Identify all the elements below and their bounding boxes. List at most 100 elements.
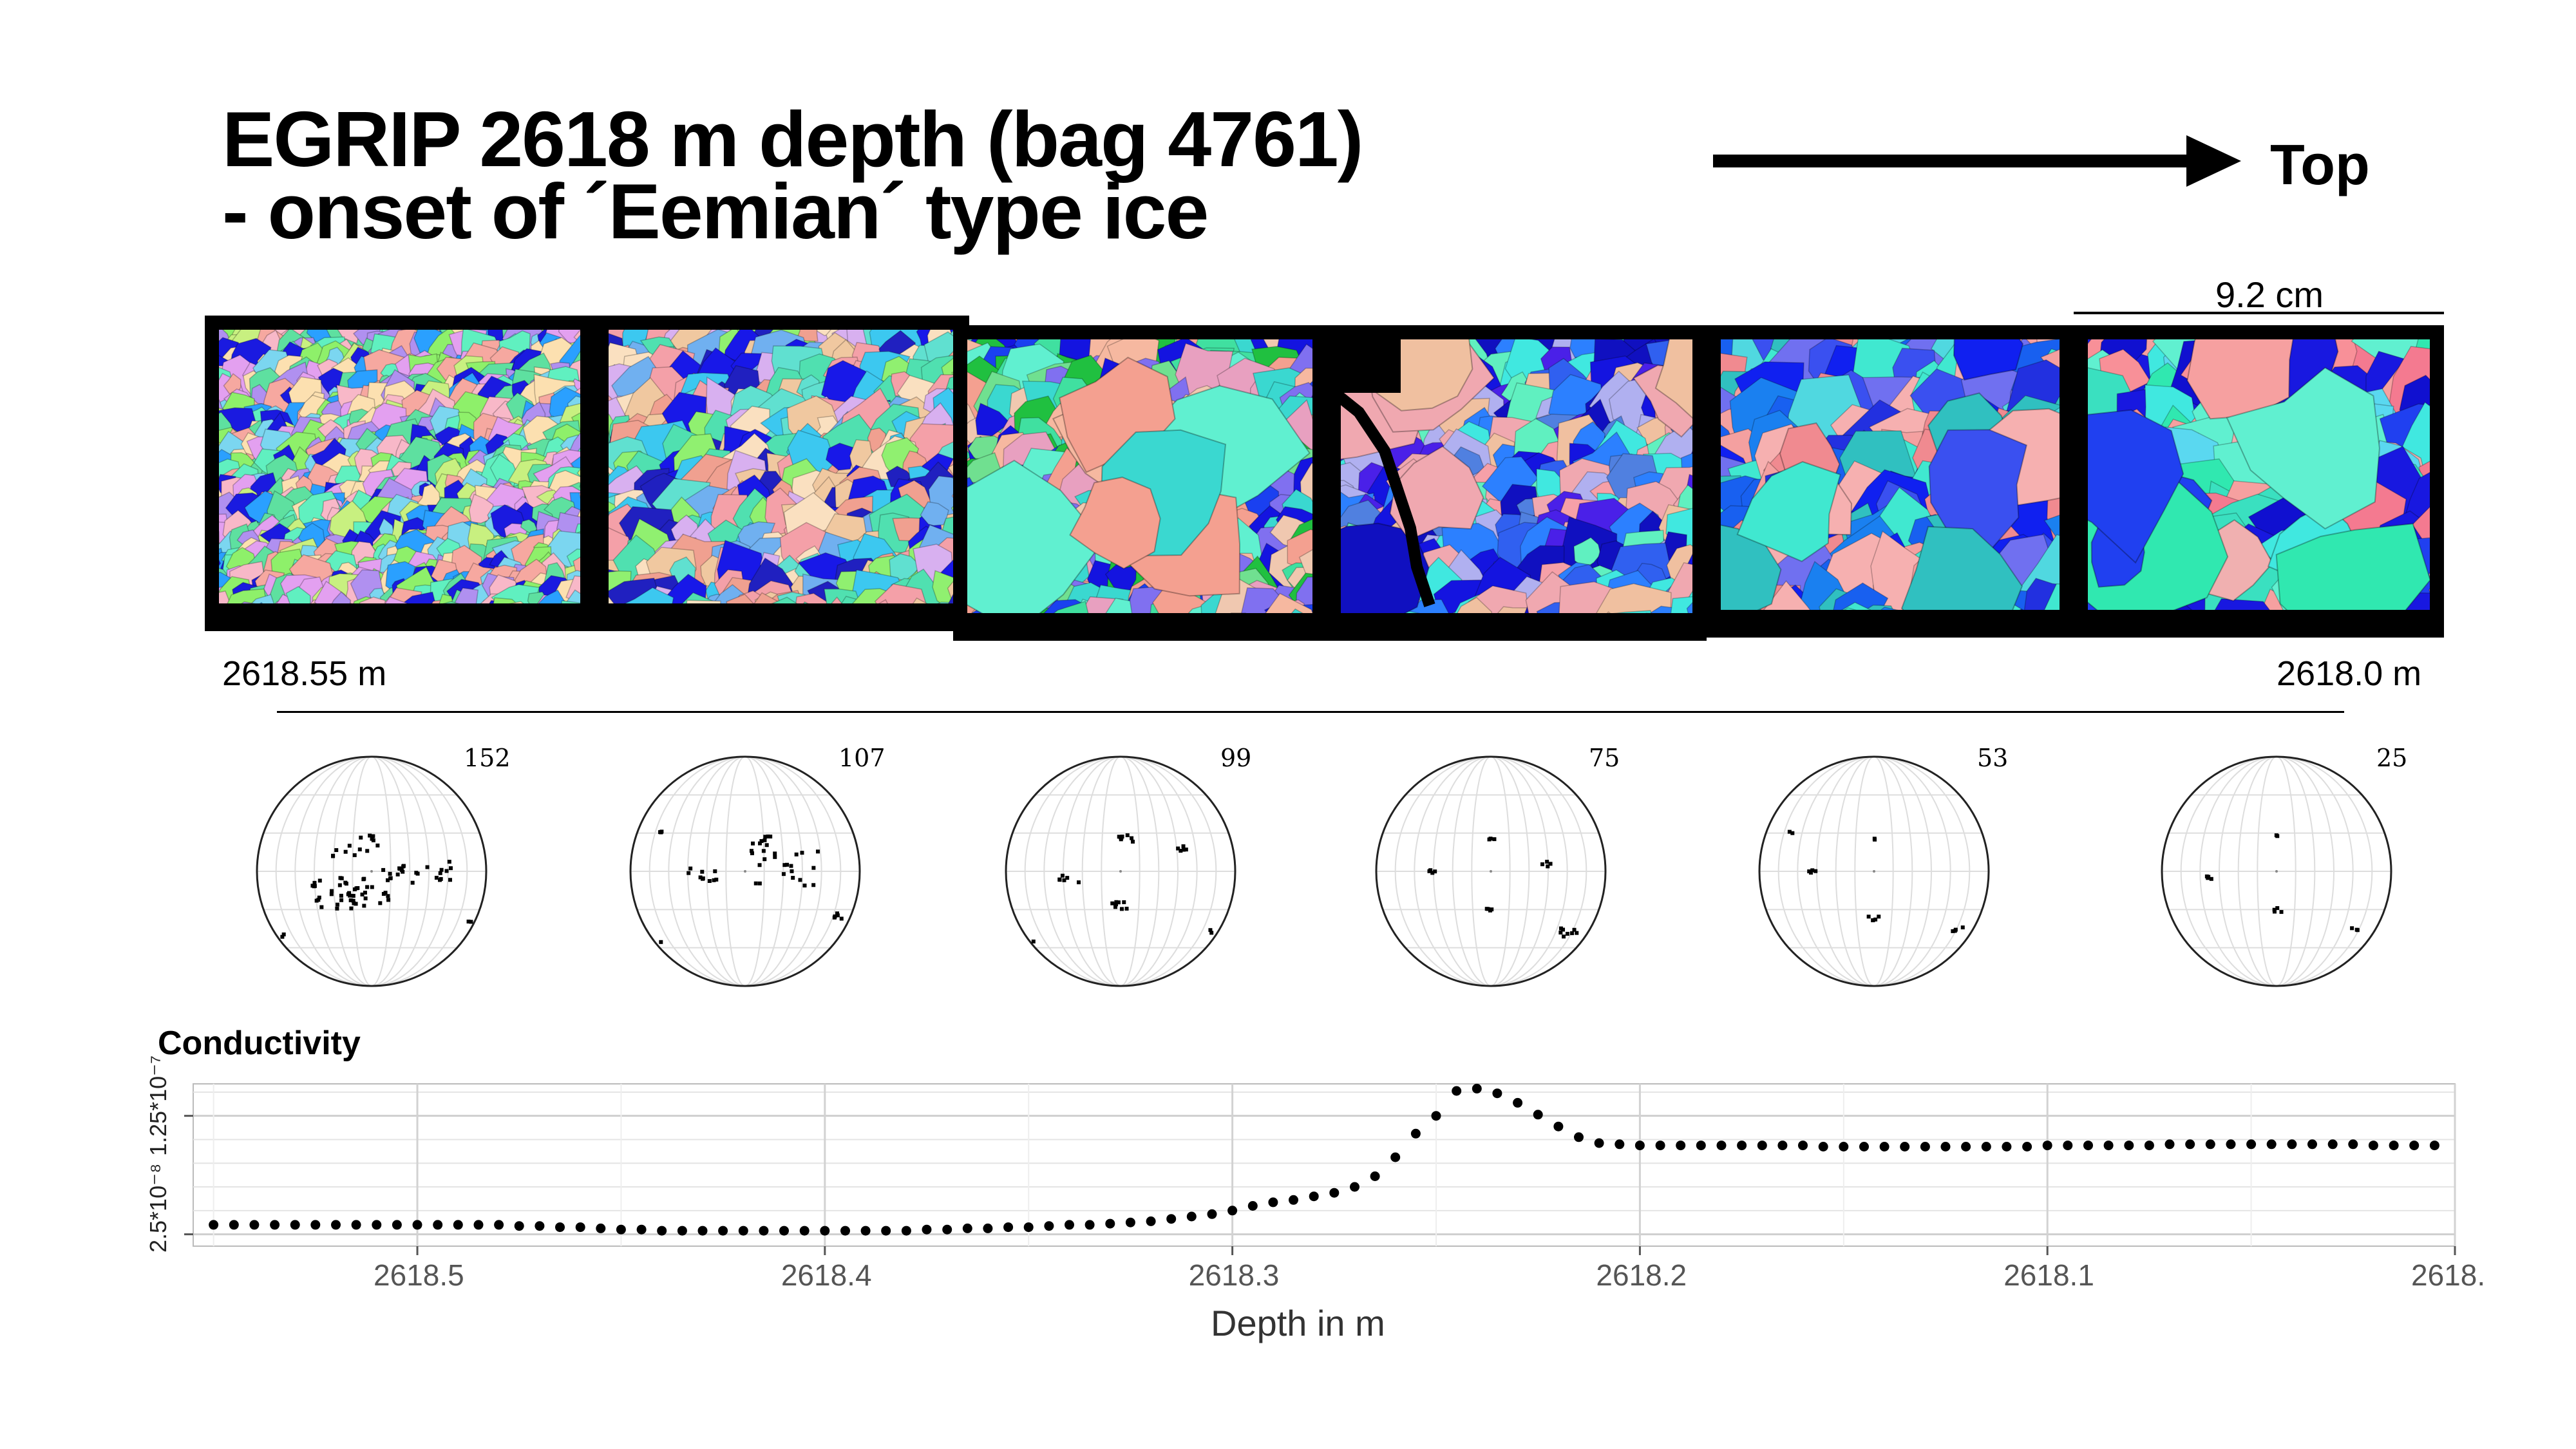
x-tick-label: 2618.3 bbox=[1188, 1258, 1280, 1292]
data-point bbox=[1676, 1141, 1686, 1151]
stereonet-count-5: 53 bbox=[1977, 744, 2009, 772]
data-point bbox=[1309, 1191, 1319, 1202]
top-label: Top bbox=[2270, 133, 2370, 196]
data-point bbox=[1329, 1188, 1340, 1198]
stereonet-6 bbox=[2162, 757, 2391, 986]
y-tick-label-high: 1.25*10⁻⁷ bbox=[145, 1055, 171, 1156]
data-point bbox=[535, 1221, 545, 1231]
data-point bbox=[922, 1224, 932, 1235]
stereonet-count-3: 99 bbox=[1220, 744, 1252, 772]
data-point bbox=[840, 1226, 850, 1236]
data-point bbox=[1105, 1218, 1115, 1229]
x-tick-label: 2618.5 bbox=[374, 1258, 464, 1292]
data-point bbox=[2185, 1139, 2195, 1150]
data-point bbox=[616, 1224, 626, 1235]
data-point bbox=[677, 1226, 687, 1236]
data-point bbox=[1615, 1139, 1625, 1150]
data-point bbox=[1472, 1083, 1482, 1094]
data-point bbox=[901, 1226, 911, 1236]
data-point bbox=[1594, 1138, 1604, 1148]
data-point bbox=[2103, 1141, 2114, 1151]
data-point bbox=[2042, 1141, 2052, 1151]
data-point bbox=[1553, 1121, 1564, 1132]
data-point bbox=[2246, 1139, 2257, 1150]
title-line-1: EGRIP 2618 m depth (bag 4761) bbox=[222, 95, 1363, 183]
chart-title: Conductivity bbox=[158, 1025, 361, 1062]
data-point bbox=[1003, 1222, 1014, 1233]
data-point bbox=[2022, 1142, 2032, 1151]
stereonet-count-2: 107 bbox=[838, 744, 886, 772]
data-point bbox=[1818, 1142, 1828, 1151]
data-point bbox=[1900, 1142, 1910, 1151]
data-point bbox=[1757, 1141, 1767, 1151]
x-tick-label: 2618. bbox=[2411, 1258, 2486, 1292]
title-line-2: - onset of ´Eemian´ type ice bbox=[222, 167, 1209, 255]
data-point bbox=[2164, 1139, 2175, 1150]
x-axis-label: Depth in m bbox=[1211, 1303, 1385, 1343]
data-point bbox=[759, 1226, 769, 1236]
data-point bbox=[2124, 1141, 2134, 1151]
data-point bbox=[270, 1220, 280, 1230]
data-point bbox=[1696, 1141, 1706, 1151]
data-point bbox=[2368, 1141, 2378, 1151]
data-point bbox=[1023, 1222, 1034, 1233]
depth-label-top: 2618.0 m bbox=[2277, 654, 2422, 693]
data-point bbox=[1084, 1220, 1095, 1230]
data-point bbox=[2287, 1139, 2297, 1150]
data-point bbox=[962, 1223, 972, 1233]
data-point bbox=[555, 1222, 565, 1233]
data-point bbox=[2266, 1139, 2277, 1150]
data-point bbox=[1410, 1128, 1421, 1139]
data-point bbox=[799, 1226, 810, 1236]
data-point bbox=[2348, 1139, 2358, 1150]
data-point bbox=[860, 1226, 871, 1236]
data-point bbox=[1634, 1141, 1645, 1151]
data-point bbox=[2002, 1142, 2012, 1151]
data-point bbox=[1737, 1141, 1747, 1151]
data-point bbox=[1186, 1211, 1197, 1222]
data-point bbox=[2226, 1139, 2236, 1150]
data-point bbox=[596, 1223, 606, 1233]
data-point bbox=[412, 1220, 422, 1230]
data-point bbox=[1716, 1141, 1727, 1151]
data-point bbox=[1268, 1197, 1278, 1208]
data-point bbox=[1655, 1141, 1665, 1151]
data-point bbox=[657, 1226, 667, 1236]
data-point bbox=[575, 1222, 585, 1233]
data-point bbox=[2144, 1141, 2154, 1151]
data-point bbox=[1125, 1217, 1135, 1227]
data-point bbox=[1350, 1182, 1359, 1192]
data-point bbox=[494, 1220, 504, 1230]
data-point bbox=[820, 1226, 830, 1236]
data-point bbox=[1146, 1216, 1156, 1226]
data-point bbox=[1370, 1171, 1380, 1181]
depth-range-line bbox=[277, 711, 2344, 713]
data-point bbox=[2409, 1141, 2420, 1151]
data-point bbox=[1044, 1221, 1054, 1231]
data-point bbox=[229, 1220, 239, 1230]
data-point bbox=[1247, 1201, 1258, 1211]
y-tick-label-low: 2.5*10⁻⁸ bbox=[145, 1163, 171, 1253]
data-point bbox=[372, 1220, 382, 1230]
data-point bbox=[983, 1223, 993, 1233]
data-point bbox=[351, 1220, 361, 1230]
stereonet-count-4: 75 bbox=[1589, 744, 1620, 772]
data-point bbox=[433, 1220, 443, 1230]
x-tick-label: 2618.4 bbox=[781, 1258, 872, 1292]
data-point bbox=[1513, 1097, 1523, 1108]
x-tick-label: 2618.2 bbox=[1596, 1258, 1687, 1292]
data-point bbox=[1879, 1142, 1889, 1151]
data-point bbox=[738, 1226, 748, 1236]
data-point bbox=[1431, 1111, 1441, 1121]
stereonet-1 bbox=[257, 757, 486, 986]
data-point bbox=[2307, 1139, 2317, 1150]
data-point bbox=[392, 1220, 402, 1230]
data-point bbox=[1574, 1132, 1584, 1142]
depth-label-bottom: 2618.55 m bbox=[222, 654, 387, 693]
scale-bar-label: 9.2 cm bbox=[2215, 274, 2324, 315]
data-point bbox=[697, 1226, 708, 1236]
data-point bbox=[1390, 1152, 1401, 1162]
data-point bbox=[1859, 1142, 1869, 1151]
data-point bbox=[2205, 1139, 2215, 1150]
scale-bar-line bbox=[2074, 312, 2444, 314]
